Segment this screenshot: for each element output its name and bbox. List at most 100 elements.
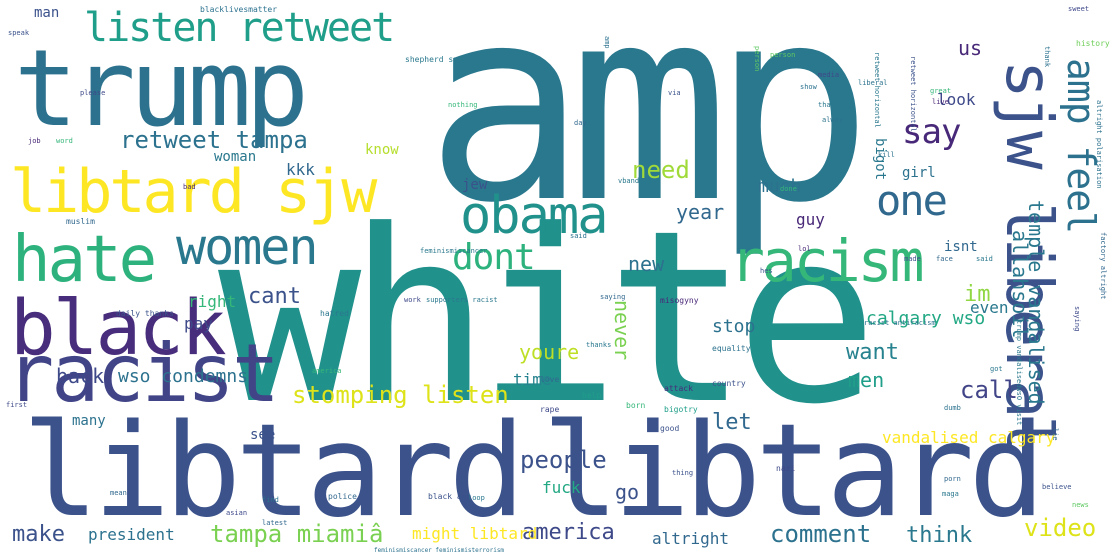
word-see: see — [250, 427, 276, 443]
word-loop: first — [6, 401, 28, 409]
word-hatred: hatred — [320, 309, 349, 318]
word-saying: got — [990, 365, 1003, 373]
word-look: look — [937, 90, 976, 109]
word-muslim: muslim — [66, 217, 95, 226]
word-say: say — [902, 112, 961, 152]
word-mean: show — [800, 83, 817, 91]
word-even: even — [970, 298, 1009, 317]
word-bigot-vert: bigot — [872, 138, 888, 181]
word-fuck: fuck — [542, 478, 581, 497]
word-libtard-sjw: libtard sjw — [10, 157, 377, 227]
word-amp: amp — [425, 0, 873, 262]
word-think: think — [906, 523, 973, 548]
word-racist-antiracism: racist antiracism — [864, 319, 936, 327]
word-good: born — [626, 401, 646, 410]
word-latest: believe — [1042, 483, 1072, 491]
word-nothing: america — [312, 367, 342, 375]
word-stomping-listen: stomping listen — [292, 381, 509, 409]
word-isnt: isnt — [944, 239, 978, 255]
word-said: said — [570, 232, 587, 240]
word-trump-vandalised-visit: amp — [603, 36, 611, 49]
word-media: media — [818, 71, 840, 79]
word-speak: speak — [8, 29, 30, 37]
word-im: want — [846, 340, 899, 365]
word-got: saying — [600, 293, 626, 301]
word-one: one — [876, 176, 948, 225]
word-shepherd-supporters: shepherd supporters — [405, 55, 497, 64]
word-word: word — [56, 137, 73, 145]
word-kkk: kkk — [286, 160, 315, 179]
word-thanks-small: thanks — [818, 101, 844, 109]
word-black: black — [10, 283, 227, 372]
word-retweet-tampa: retweet tampa — [120, 126, 308, 154]
word-dumb: saying — [1073, 306, 1081, 332]
word-never: year — [676, 200, 725, 224]
word-kill: done — [780, 185, 797, 193]
word-make: make — [12, 522, 65, 547]
word-much: much — [758, 176, 802, 197]
word-comment: comment — [770, 520, 872, 548]
word-factory-altright: trump vandalisedwsO visit — [1015, 320, 1023, 426]
word-police: police — [328, 492, 357, 501]
word-nazi: nazi — [776, 464, 796, 473]
word-libtard-left: libtard — [22, 397, 525, 546]
word-asian: asian — [226, 509, 248, 517]
word-retweet-horizontal-1: retweet horizontal — [873, 52, 881, 128]
word-woman: woman — [214, 149, 257, 165]
word-man: man — [34, 5, 60, 21]
word-polarisation-trump: altright polarisation — [1095, 100, 1103, 189]
word-great: great — [930, 87, 952, 95]
word-dont: dont — [452, 237, 536, 278]
word-women: women — [176, 218, 319, 276]
word-equality: equality — [712, 344, 751, 353]
word-feminism-bottom: feminismiscancer feminismisterrorism — [374, 547, 505, 554]
word-porn: dumb — [944, 404, 961, 412]
word-day: via — [668, 89, 681, 97]
word-face: made — [904, 255, 921, 263]
word-vandalised-calgary: vandalised calgary — [882, 428, 1056, 447]
word-vband: kill — [878, 151, 895, 159]
word-year: new — [628, 252, 665, 276]
word-please: please — [80, 89, 106, 97]
word-wso-condemns: wso condemns — [118, 366, 249, 387]
word-go: go — [615, 480, 640, 504]
word-first: find — [262, 496, 279, 504]
word-us: us — [958, 36, 983, 60]
word-stop: stop — [712, 316, 756, 337]
word-racist: racist — [6, 327, 280, 420]
word-cant: im — [964, 282, 991, 307]
word-liberal-small: liberal — [858, 79, 888, 87]
word-person: person — [753, 46, 761, 72]
word-man-small: person — [770, 51, 796, 59]
word-racism: racism — [730, 227, 925, 295]
word-blacklivesmatter: blacklivesmatter — [200, 5, 278, 14]
word-daily-thanks: daily thanks — [116, 309, 174, 318]
word-thing: loop — [468, 494, 485, 502]
word-altright-polarisation: factory altright — [1099, 232, 1107, 300]
word-christmas: bigotry — [664, 405, 698, 414]
word-work: work — [404, 296, 421, 304]
word-misogyny: misogyny — [660, 296, 699, 305]
word-maga: porn — [944, 475, 961, 483]
word-calgary-wso: calgary wso — [866, 308, 986, 329]
word-jew: jew — [462, 177, 488, 193]
word-history: history — [1076, 39, 1110, 48]
word-done: face — [936, 255, 953, 263]
word-people: people — [520, 446, 607, 474]
word-guy: guy — [796, 210, 825, 229]
word-video: video — [1024, 514, 1097, 542]
word-via: alway — [822, 116, 844, 124]
word-white: white — [218, 180, 878, 457]
word-lie: lie — [1051, 428, 1059, 441]
word-feminismiscancer: feminismiscancer — [420, 247, 488, 255]
word-might-libtard: might libtard — [412, 524, 538, 543]
word-show: thing — [672, 469, 694, 477]
word-made: said — [976, 255, 993, 263]
word-new: cant — [248, 284, 301, 309]
word-trump: trump — [14, 27, 309, 150]
word-news: mean — [110, 489, 127, 497]
word-black-amp: black amp — [428, 492, 472, 501]
word-attack: attack — [664, 384, 693, 393]
word-know: know — [365, 142, 399, 158]
